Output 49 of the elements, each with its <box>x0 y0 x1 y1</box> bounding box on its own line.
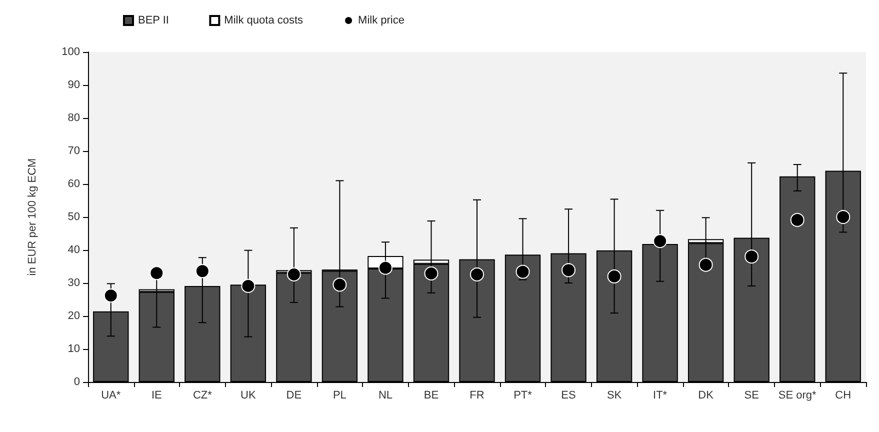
y-tick-label: 10 <box>68 343 80 355</box>
point <box>195 264 210 278</box>
y-tick-label: 100 <box>62 46 80 58</box>
y-axis-title: in EUR per 100 kg ECM <box>26 158 38 276</box>
y-tick-label: 70 <box>68 145 80 157</box>
x-tick-label: IT* <box>653 390 668 402</box>
x-tick-label: IE <box>151 390 162 402</box>
x-tick-label: UA* <box>101 390 122 402</box>
x-tick-label: BE <box>424 390 439 402</box>
x-tick-label: CZ* <box>192 390 213 402</box>
point <box>332 278 347 292</box>
y-tick-label: 60 <box>68 178 80 190</box>
y-tick-label: 80 <box>68 112 80 124</box>
legend-label: Milk quota costs <box>224 14 304 26</box>
point <box>653 234 668 248</box>
x-tick-label: SE <box>744 390 759 402</box>
legend-label: BEP II <box>138 14 169 26</box>
point <box>516 264 530 279</box>
legend-label: Milk price <box>358 14 404 26</box>
x-tick-label: PT* <box>514 390 533 402</box>
point <box>378 260 392 275</box>
x-tick-label: SK <box>606 390 622 402</box>
point <box>607 269 622 284</box>
y-tick-label: 50 <box>68 211 80 223</box>
y-tick-label: 40 <box>68 244 80 256</box>
x-tick-label: SE org* <box>778 390 818 402</box>
point <box>836 210 850 224</box>
y-tick-label: 30 <box>68 277 80 289</box>
y-tick-label: 20 <box>68 310 80 322</box>
x-tick-label: CH <box>835 390 852 402</box>
point <box>744 250 759 264</box>
x-tick-label: DE <box>286 390 302 402</box>
point <box>698 258 713 272</box>
point <box>241 278 256 293</box>
point <box>104 288 118 303</box>
point <box>150 266 164 280</box>
x-tick-label: ES <box>561 390 576 402</box>
point <box>286 267 301 282</box>
y-tick-label: 90 <box>68 79 80 91</box>
x-tick-label: NL <box>378 390 392 402</box>
y-tick-label: 0 <box>74 376 80 388</box>
x-tick-label: FR <box>470 390 484 402</box>
point <box>562 263 576 278</box>
point <box>790 212 804 227</box>
x-tick-label: DK <box>698 390 714 402</box>
x-tick-label: UK <box>240 390 256 402</box>
x-tick-label: PL <box>332 390 346 402</box>
point <box>470 267 484 282</box>
point <box>424 266 438 280</box>
